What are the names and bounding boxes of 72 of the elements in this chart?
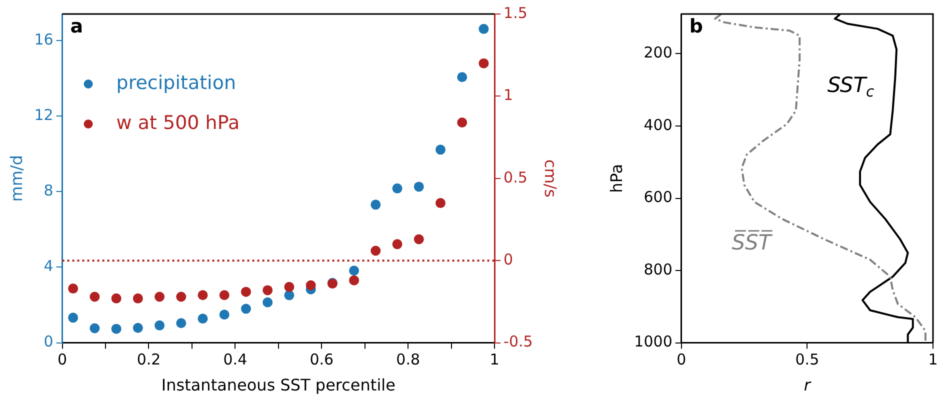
point [111, 324, 122, 334]
point [262, 285, 273, 296]
y-tick-label: 200 [644, 44, 672, 62]
y2-tick-label: 0.5 [504, 168, 528, 186]
point [284, 290, 294, 300]
x-tick-label: 1 [928, 350, 938, 369]
point [68, 312, 78, 323]
point [436, 144, 446, 155]
x-tick-label: 1 [490, 350, 500, 369]
point [90, 323, 100, 334]
point [219, 290, 230, 300]
y2-tick-label: 0 [504, 250, 514, 268]
point [111, 293, 122, 304]
x-axis-title: r [804, 376, 812, 395]
y-tick-label: 4 [44, 257, 54, 276]
y-tick-label: 800 [644, 260, 672, 278]
y-tick-label: 8 [44, 182, 54, 200]
y-tick-label: 1000 [634, 332, 672, 351]
point [198, 314, 208, 324]
point [414, 182, 424, 192]
point [176, 318, 186, 328]
point [392, 183, 402, 194]
point [370, 200, 381, 210]
line-series [714, 14, 926, 343]
x-tick-label: 0 [676, 350, 686, 369]
y-tick-label: 600 [644, 188, 672, 206]
x-tick-label: 0.6 [310, 350, 334, 369]
annotation: b [689, 15, 703, 38]
point [198, 290, 208, 300]
point [349, 266, 360, 276]
point [306, 280, 316, 290]
y-tick-label: 0 [44, 332, 54, 351]
y-axis-title: mm/d [6, 155, 26, 202]
annotation: a [70, 15, 84, 38]
point [219, 310, 230, 320]
point [154, 320, 165, 330]
point [392, 239, 402, 250]
x-tick-label: 0.5 [795, 350, 820, 369]
point [176, 292, 186, 302]
x-tick-label: 0.8 [396, 350, 420, 369]
x-tick-label: 0.4 [223, 350, 248, 369]
series-label: S̅S̅T̅ [732, 230, 774, 255]
point [370, 246, 381, 256]
point [262, 297, 273, 308]
point [436, 198, 446, 208]
point [240, 304, 251, 314]
legend-label: w at 500 hPa [116, 112, 240, 134]
point [478, 58, 489, 68]
point [478, 24, 489, 34]
point [132, 322, 143, 333]
point [154, 292, 165, 302]
point [414, 234, 424, 244]
point [457, 118, 468, 128]
y-axis-title: hPa [606, 164, 626, 193]
y-tick-label: 12 [34, 106, 54, 124]
point [349, 275, 360, 286]
point [132, 293, 143, 304]
point [240, 286, 251, 297]
point [90, 292, 100, 302]
y-tick-label: 400 [644, 116, 672, 134]
x-tick-label: 0 [58, 350, 68, 369]
x-tick-label: 0.2 [136, 350, 161, 369]
point [68, 284, 78, 294]
y-tick-label: 16 [34, 30, 54, 48]
x-axis-title: Instantaneous SST percentile [161, 376, 396, 395]
point [284, 282, 294, 292]
legend-label: precipitation [116, 72, 236, 94]
y2-tick-label: -0.5 [504, 332, 533, 351]
y2-tick-label: 1 [504, 86, 514, 104]
point [457, 72, 468, 82]
y2-tick-label: 1.5 [504, 4, 528, 22]
y2-axis-title: cm/s [541, 159, 560, 198]
